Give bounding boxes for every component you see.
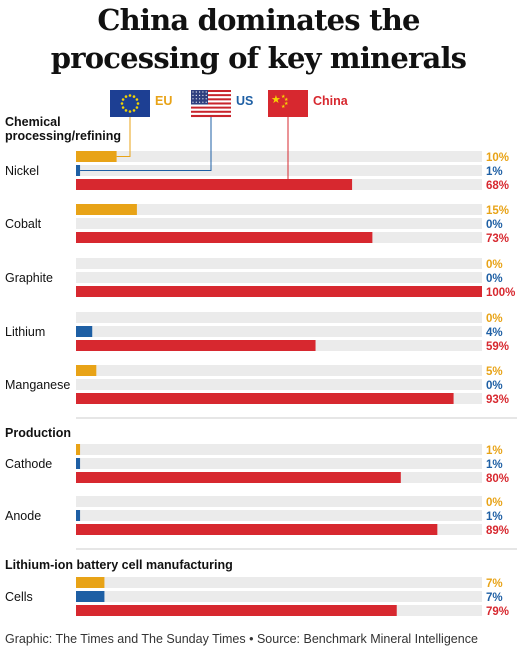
section-3: Lithium-ion battery cell manufacturing Ce…	[5, 558, 509, 618]
value-label: 93%	[486, 394, 509, 406]
category-anode: Anode 0% 1% 89%	[5, 496, 509, 537]
bar-track	[76, 204, 482, 215]
value-label: 10%	[486, 152, 509, 164]
category-label: Nickel	[5, 164, 39, 178]
category-manganese: Manganese 5% 0% 93%	[5, 365, 509, 406]
value-label: 73%	[486, 233, 509, 245]
bar-track	[76, 365, 482, 376]
legend-leader-line	[116, 117, 131, 157]
section-title: Chemical	[5, 115, 61, 129]
bar-china	[76, 605, 397, 616]
bar-track	[76, 326, 482, 337]
category-cathode: Cathode 1% 1% 80%	[5, 444, 509, 485]
legend: EU US ★ ★★★★ China	[110, 90, 349, 118]
value-label: 5%	[486, 366, 503, 378]
category-label: Cells	[5, 590, 33, 604]
bar-track	[76, 312, 482, 323]
svg-text:★: ★	[281, 104, 286, 110]
china-flag-icon: ★ ★★★★	[268, 90, 308, 117]
bar-track	[76, 496, 482, 507]
bar-us	[76, 591, 105, 602]
bar-track	[76, 591, 482, 602]
value-label: 7%	[486, 592, 503, 604]
category-label: Cobalt	[5, 217, 42, 231]
svg-text:★: ★	[284, 101, 289, 107]
value-label: 1%	[486, 511, 503, 523]
value-label: 1%	[486, 445, 503, 457]
category-label: Lithium	[5, 325, 45, 339]
value-label: 80%	[486, 473, 509, 485]
bar-china	[76, 524, 438, 535]
bar-china	[76, 179, 353, 190]
eu-flag-icon	[110, 90, 150, 117]
value-label: 0%	[486, 497, 503, 509]
value-label: 1%	[486, 166, 503, 178]
chart-title-line-2: processing of key minerals	[50, 41, 467, 75]
bar-track	[76, 218, 482, 229]
category-lithium: Lithium 0% 4% 59%	[5, 312, 509, 353]
bar-eu	[76, 365, 97, 376]
category-label: Graphite	[5, 271, 53, 285]
legend-label-china: China	[313, 94, 349, 108]
value-label: 59%	[486, 341, 509, 353]
category-graphite: Graphite 0% 0% 100%	[5, 258, 515, 299]
bar-track	[76, 577, 482, 588]
bar-track	[76, 151, 482, 162]
category-label: Anode	[5, 509, 41, 523]
bar-track	[76, 444, 482, 455]
value-label: 0%	[486, 219, 503, 231]
bar-track	[76, 510, 482, 521]
legend-leader-line	[80, 117, 212, 171]
bar-us	[76, 458, 81, 469]
value-label: 89%	[486, 525, 509, 537]
category-nickel: Nickel 10% 1% 68%	[5, 151, 509, 192]
value-label: 0%	[486, 380, 503, 392]
category-label: Cathode	[5, 457, 52, 471]
bar-eu	[76, 151, 117, 162]
bar-china	[76, 393, 454, 404]
chart-footer: Graphic: The Times and The Sunday Times …	[5, 632, 478, 646]
us-flag-icon	[191, 90, 231, 118]
value-label: 7%	[486, 578, 503, 590]
section-title: Production	[5, 426, 71, 440]
svg-text:★: ★	[271, 93, 281, 106]
value-label: 0%	[486, 313, 503, 325]
bar-eu	[76, 204, 137, 215]
bar-eu	[76, 577, 105, 588]
bar-track	[76, 165, 482, 176]
value-label: 0%	[486, 273, 503, 285]
category-label: Manganese	[5, 378, 70, 392]
category-cells: Cells 7% 7% 79%	[5, 577, 509, 618]
value-label: 79%	[486, 606, 509, 618]
value-label: 100%	[486, 287, 515, 299]
section-title: processing/refining	[5, 129, 121, 143]
svg-text:★: ★	[284, 97, 289, 103]
legend-label-us: US	[236, 94, 253, 108]
value-label: 1%	[486, 459, 503, 471]
bar-china	[76, 232, 373, 243]
section-2: Production Cathode 1% 1% 80% Anode 0% 1% 89%	[5, 426, 509, 537]
bar-china	[76, 286, 482, 297]
bar-us	[76, 510, 81, 521]
value-label: 15%	[486, 205, 509, 217]
bar-china	[76, 472, 401, 483]
bar-eu	[76, 444, 81, 455]
bar-us	[76, 326, 93, 337]
bar-us	[76, 165, 81, 176]
bar-track	[76, 458, 482, 469]
bar-track	[76, 272, 482, 283]
bar-track	[76, 258, 482, 269]
section-title: Lithium-ion battery cell manufacturing	[5, 558, 233, 572]
svg-text:★: ★	[281, 94, 286, 100]
category-cobalt: Cobalt 15% 0% 73%	[5, 204, 509, 245]
bar-track	[76, 379, 482, 390]
bar-china	[76, 340, 316, 351]
value-label: 68%	[486, 180, 509, 192]
value-label: 0%	[486, 259, 503, 271]
value-label: 4%	[486, 327, 503, 339]
chart-title-line-1: China dominates the	[97, 3, 420, 37]
legend-label-eu: EU	[155, 94, 172, 108]
